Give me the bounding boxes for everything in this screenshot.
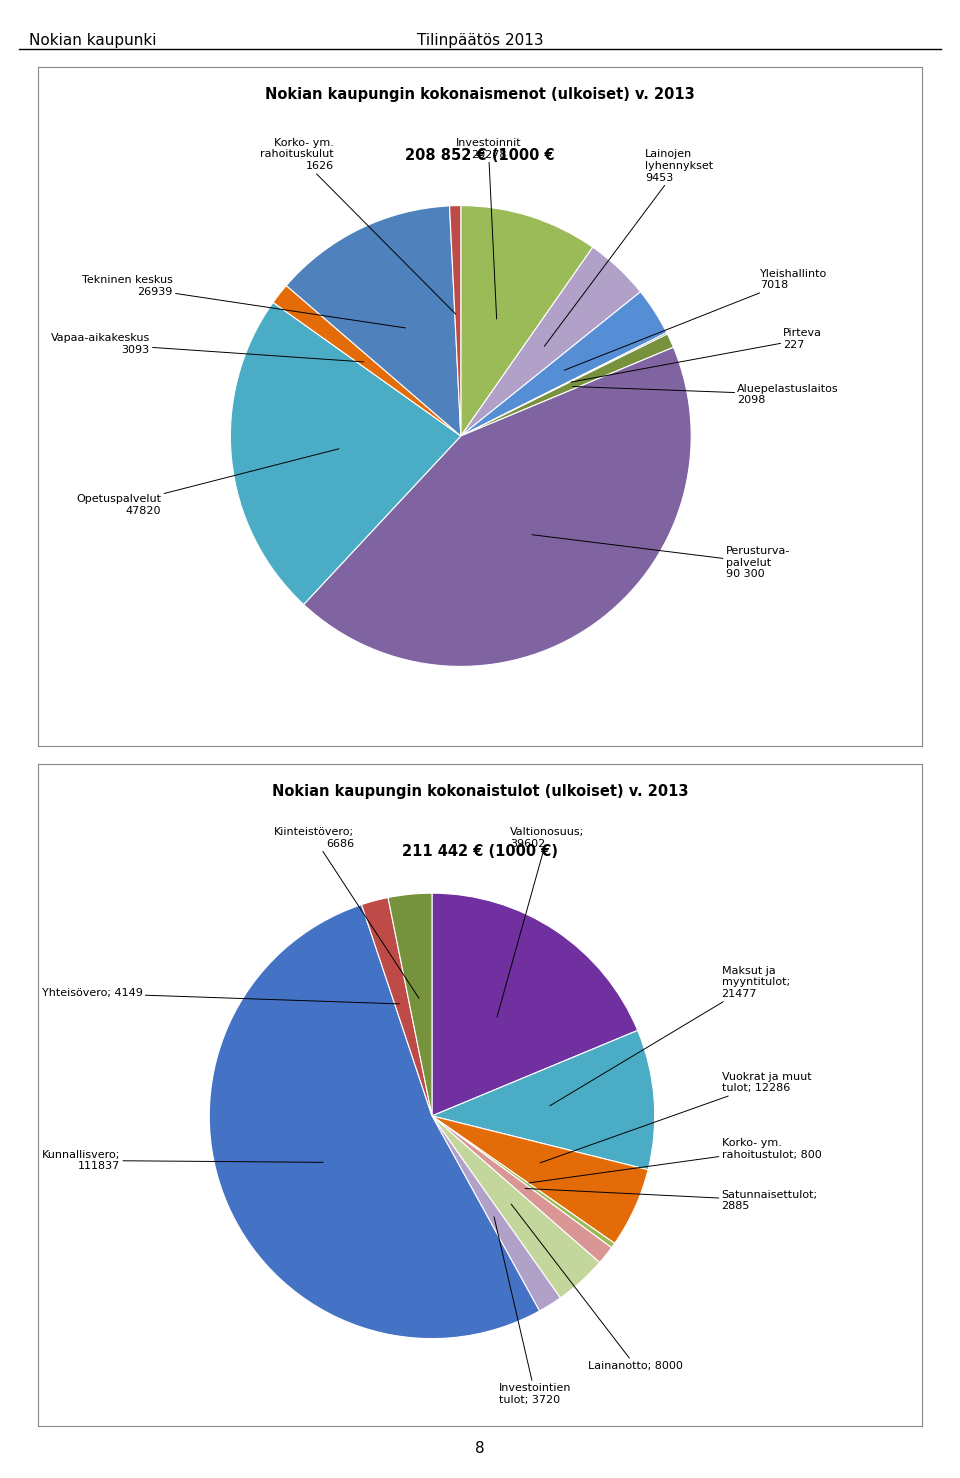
Text: Nokian kaupunki: Nokian kaupunki [29,33,156,47]
Text: 8: 8 [475,1441,485,1456]
Wedge shape [230,303,461,605]
Wedge shape [461,205,592,436]
Text: Kunnallisvero;
111837: Kunnallisvero; 111837 [42,1150,324,1171]
Text: Kiinteistövero;
6686: Kiinteistövero; 6686 [274,828,419,998]
Text: Opetuspalvelut
47820: Opetuspalvelut 47820 [76,449,339,516]
Text: Tilinpäätös 2013: Tilinpäätös 2013 [417,33,543,47]
Text: Perusturva-
palvelut
90 300: Perusturva- palvelut 90 300 [532,535,790,579]
Text: Nokian kaupungin kokonaismenot (ulkoiset) v. 2013: Nokian kaupungin kokonaismenot (ulkoiset… [265,87,695,102]
Wedge shape [461,247,640,436]
Text: Maksut ja
myyntitulot;
21477: Maksut ja myyntitulot; 21477 [550,965,790,1106]
Text: Korko- ym.
rahoituskulut
1626: Korko- ym. rahoituskulut 1626 [260,137,456,315]
Text: 211 442 € (1000 €): 211 442 € (1000 €) [402,844,558,859]
Text: Yhteisövero; 4149: Yhteisövero; 4149 [41,989,399,1004]
Text: Pirteva
227: Pirteva 227 [571,328,823,383]
Text: Investointien
tulot; 3720: Investointien tulot; 3720 [494,1216,571,1404]
Text: Yleishallinto
7018: Yleishallinto 7018 [564,269,828,371]
Wedge shape [461,333,667,436]
Text: Satunnaisettulot;
2885: Satunnaisettulot; 2885 [525,1188,818,1212]
Wedge shape [273,285,461,436]
Wedge shape [432,1116,648,1243]
Text: Tekninen keskus
26939: Tekninen keskus 26939 [82,275,405,328]
Text: Lainanotto; 8000: Lainanotto; 8000 [511,1205,683,1372]
Text: 208 852 € (1000 €: 208 852 € (1000 € [405,148,555,163]
Wedge shape [286,205,461,436]
Wedge shape [432,893,637,1116]
Text: Vuokrat ja muut
tulot; 12286: Vuokrat ja muut tulot; 12286 [540,1072,811,1163]
Text: Korko- ym.
rahoitustulot; 800: Korko- ym. rahoitustulot; 800 [529,1138,822,1182]
Wedge shape [432,1030,655,1169]
Text: Vapaa-aikakeskus
3093: Vapaa-aikakeskus 3093 [51,333,364,362]
Wedge shape [432,1116,561,1311]
Text: Investoinnit
20278: Investoinnit 20278 [456,137,521,319]
Wedge shape [449,205,461,436]
Text: Nokian kaupungin kokonaistulot (ulkoiset) v. 2013: Nokian kaupungin kokonaistulot (ulkoiset… [272,783,688,800]
Wedge shape [461,334,673,436]
Wedge shape [209,905,540,1339]
Wedge shape [432,1116,614,1247]
Wedge shape [388,893,432,1116]
Text: Valtionosuus;
39602: Valtionosuus; 39602 [497,828,585,1017]
Text: Aluepelastuslaitos
2098: Aluepelastuslaitos 2098 [572,384,839,405]
Wedge shape [362,897,432,1116]
Wedge shape [303,347,691,667]
Wedge shape [461,291,666,436]
Wedge shape [432,1116,612,1262]
Wedge shape [432,1116,600,1298]
Text: Lainojen
lyhennykset
9453: Lainojen lyhennykset 9453 [544,149,713,346]
